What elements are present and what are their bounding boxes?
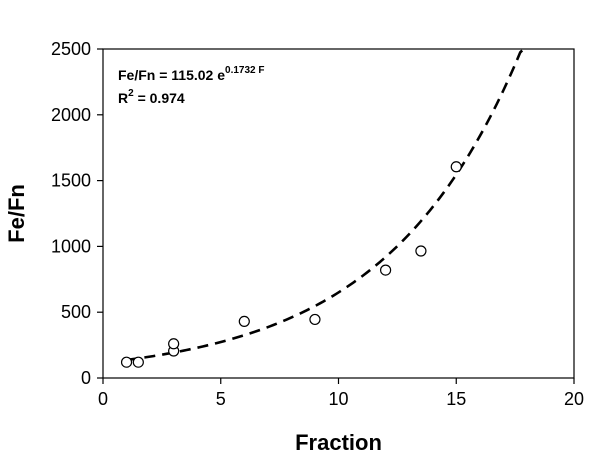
data-point bbox=[415, 245, 427, 257]
r-squared-value: = 0.974 bbox=[134, 90, 185, 106]
r-squared: R2 = 0.974 bbox=[118, 88, 185, 106]
data-point bbox=[120, 356, 133, 368]
x-tick-label: 15 bbox=[446, 389, 466, 409]
fit-equation-main: Fe/Fn = 115.02 e bbox=[118, 67, 225, 83]
data-point bbox=[238, 315, 250, 328]
x-tick-label: 20 bbox=[564, 389, 584, 409]
y-tick-label: 2000 bbox=[51, 105, 91, 125]
x-tick-label: 0 bbox=[98, 389, 108, 409]
x-axis-title: Fraction bbox=[295, 430, 382, 455]
fit-equation-exponent: 0.1732 F bbox=[225, 65, 264, 76]
y-tick-label: 1000 bbox=[51, 236, 91, 256]
data-point bbox=[309, 313, 321, 326]
y-tick-label: 0 bbox=[81, 368, 91, 388]
data-point bbox=[380, 264, 392, 276]
data-point bbox=[450, 161, 462, 173]
x-tick-label: 10 bbox=[328, 389, 348, 409]
y-tick-label: 2500 bbox=[51, 39, 91, 59]
x-tick-label: 5 bbox=[216, 389, 226, 409]
r-squared-prefix: R bbox=[118, 90, 128, 106]
fit-curve bbox=[126, 48, 525, 362]
data-points bbox=[120, 161, 462, 368]
fit-equation: Fe/Fn = 115.02 e0.1732 F bbox=[118, 65, 265, 83]
x-axis: 0 5 10 15 20 bbox=[98, 378, 584, 409]
data-point bbox=[132, 356, 144, 368]
y-tick-label: 1500 bbox=[51, 171, 91, 191]
y-axis-title: Fe/Fn bbox=[4, 184, 29, 243]
data-point bbox=[168, 338, 180, 350]
y-tick-label: 500 bbox=[61, 302, 91, 322]
r-squared-sup: 2 bbox=[128, 88, 134, 99]
y-axis: 0 500 1000 1500 2000 2500 bbox=[51, 39, 103, 388]
